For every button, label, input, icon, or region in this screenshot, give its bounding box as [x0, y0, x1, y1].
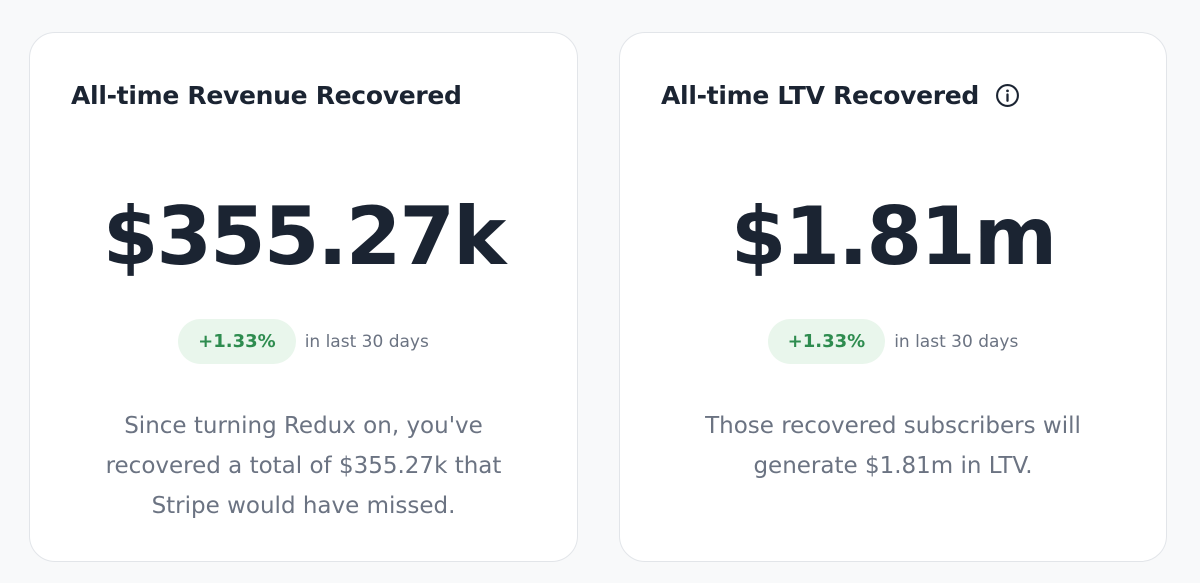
- ltv-recovered-value: $1.81m: [730, 190, 1057, 283]
- card-title: All-time Revenue Recovered: [71, 81, 462, 110]
- delta-period-label: in last 30 days: [894, 331, 1019, 352]
- card-title: All-time LTV Recovered: [661, 81, 1020, 110]
- ltv-recovered-card: All-time LTV Recovered $1.81m +1.33% in …: [619, 32, 1167, 562]
- revenue-recovered-card: All-time Revenue Recovered $355.27k +1.3…: [29, 32, 578, 562]
- delta-row: +1.33% in last 30 days: [620, 319, 1166, 364]
- card-description: Since turning Redux on, you've recovered…: [105, 413, 502, 519]
- card-title-text: All-time LTV Recovered: [661, 81, 980, 110]
- delta-period-label: in last 30 days: [304, 331, 429, 352]
- card-title-text: All-time Revenue Recovered: [71, 81, 462, 110]
- revenue-recovered-value: $355.27k: [102, 190, 507, 283]
- card-description: Those recovered subscribers will generat…: [705, 413, 1081, 479]
- delta-badge: +1.33%: [767, 319, 886, 364]
- info-circle-icon[interactable]: [995, 83, 1020, 108]
- delta-row: +1.33% in last 30 days: [30, 319, 577, 364]
- delta-badge: +1.33%: [178, 319, 296, 364]
